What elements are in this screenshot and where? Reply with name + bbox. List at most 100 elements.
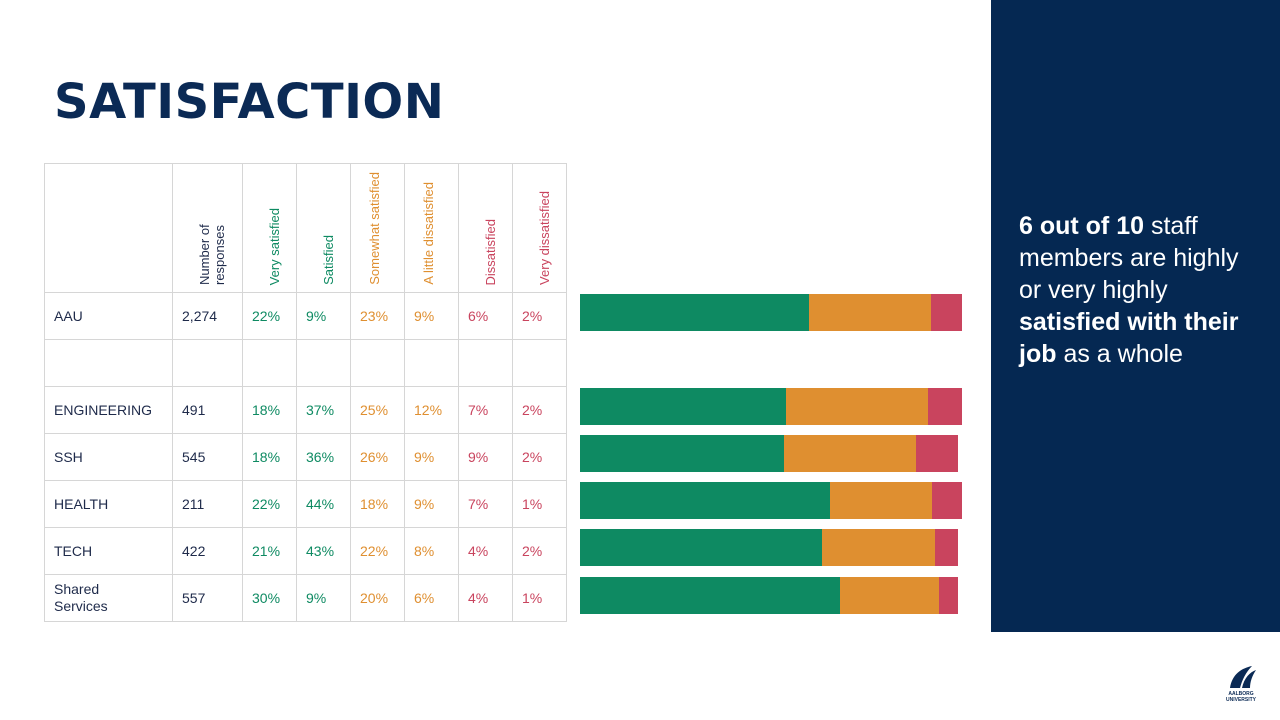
- neutral-segment: [829, 482, 932, 519]
- bar-ssh: [580, 435, 958, 472]
- satisfied-segment: [580, 435, 785, 472]
- responses-cell: 2,274: [172, 292, 244, 340]
- row-label: [43, 339, 174, 387]
- very-satisfied-cell: 21%: [242, 527, 298, 575]
- callout-part1: staff members are highly or very highly: [1019, 212, 1239, 304]
- callout-emphasis: satisfied with their job: [1019, 308, 1239, 368]
- table-row: [43, 339, 568, 387]
- dissatisfied-cell: 7%: [458, 480, 514, 528]
- somewhat-satisfied-cell: 22%: [350, 527, 406, 575]
- header-cell: Very satisfied: [242, 163, 298, 293]
- somewhat-satisfied-cell: 26%: [350, 433, 406, 481]
- a-little-dissatisfied-cell: 8%: [404, 527, 460, 575]
- satisfied-cell: 36%: [296, 433, 352, 481]
- neutral-segment: [786, 388, 928, 425]
- row-label: HEALTH: [43, 480, 174, 528]
- satisfied-segment: [580, 577, 840, 614]
- a-little-dissatisfied-cell: 9%: [404, 433, 460, 481]
- satisfied-segment: [580, 388, 787, 425]
- neutral-segment: [821, 529, 936, 566]
- satisfied-cell: 9%: [296, 292, 352, 340]
- satisfied-cell: 44%: [296, 480, 352, 528]
- very-satisfied-cell: 18%: [242, 386, 298, 434]
- very-dissatisfied-cell: 2%: [512, 292, 568, 340]
- dissatisfied-segment: [935, 529, 958, 566]
- satisfied-cell: 43%: [296, 527, 352, 575]
- header-cell: Very dissatisfied: [512, 163, 568, 293]
- callout-lead: 6 out of 10: [1019, 212, 1145, 240]
- responses-cell: 211: [172, 480, 244, 528]
- very-dissatisfied-cell: [512, 339, 568, 387]
- callout-text: 6 out of 10 staff members are highly or …: [1019, 210, 1259, 370]
- very-satisfied-cell: 22%: [242, 480, 298, 528]
- dissatisfied-cell: 4%: [458, 574, 514, 622]
- a-little-dissatisfied-cell: 9%: [404, 292, 460, 340]
- row-label: ENGINEERING: [43, 386, 174, 434]
- a-little-dissatisfied-cell: 12%: [404, 386, 460, 434]
- dissatisfied-segment: [931, 294, 962, 331]
- somewhat-satisfied-cell: 18%: [350, 480, 406, 528]
- callout-panel: 6 out of 10 staff members are highly or …: [991, 0, 1280, 632]
- slide-title: SATISFACTION: [54, 74, 445, 130]
- table-row: SSH 545 18% 36% 26% 9% 9% 2%: [43, 433, 568, 481]
- header-corner: [43, 163, 174, 293]
- row-label: TECH: [43, 527, 174, 575]
- responses-cell: [172, 339, 244, 387]
- table-row: TECH 422 21% 43% 22% 8% 4% 2%: [43, 527, 568, 575]
- satisfied-segment: [580, 294, 810, 331]
- bar-aau: [580, 294, 962, 331]
- dissatisfied-cell: 6%: [458, 292, 514, 340]
- bar-tech: [580, 529, 958, 566]
- somewhat-satisfied-cell: 20%: [350, 574, 406, 622]
- logo-text: AALBORG UNIVERSITY: [1226, 691, 1257, 703]
- aalborg-university-logo-icon: [1230, 666, 1256, 688]
- table-header-row: Number of responses Very satisfied Satis…: [43, 163, 568, 293]
- very-dissatisfied-cell: 1%: [512, 480, 568, 528]
- somewhat-satisfied-cell: 23%: [350, 292, 406, 340]
- satisfied-cell: 37%: [296, 386, 352, 434]
- header-very-satisfied: Very satisfied: [267, 207, 283, 285]
- neutral-segment: [784, 435, 917, 472]
- row-label: SSH: [43, 433, 174, 481]
- dissatisfied-segment: [938, 577, 958, 614]
- table-row: AAU 2,274 22% 9% 23% 9% 6% 2%: [43, 292, 568, 340]
- very-dissatisfied-cell: 2%: [512, 386, 568, 434]
- row-label: AAU: [43, 292, 174, 340]
- neutral-segment: [839, 577, 939, 614]
- dissatisfied-cell: [458, 339, 514, 387]
- satisfied-cell: 9%: [296, 574, 352, 622]
- row-label: Shared Services: [43, 574, 174, 622]
- very-satisfied-cell: 30%: [242, 574, 298, 622]
- header-somewhat-satisfied: Somewhat satisfied: [366, 172, 382, 285]
- very-satisfied-cell: 18%: [242, 433, 298, 481]
- responses-cell: 545: [172, 433, 244, 481]
- dissatisfied-segment: [916, 435, 958, 472]
- header-very-dissatisfied: Very dissatisfied: [537, 191, 553, 285]
- header-cell: Satisfied: [296, 163, 352, 293]
- header-number-of-responses: Number of responses: [196, 224, 227, 285]
- dissatisfied-cell: 9%: [458, 433, 514, 481]
- neutral-segment: [809, 294, 932, 331]
- bar-health: [580, 482, 962, 519]
- header-satisfied: Satisfied: [321, 235, 337, 285]
- table-row: ENGINEERING 491 18% 37% 25% 12% 7% 2%: [43, 386, 568, 434]
- dissatisfied-cell: 7%: [458, 386, 514, 434]
- very-dissatisfied-cell: 2%: [512, 527, 568, 575]
- very-satisfied-cell: 22%: [242, 292, 298, 340]
- bar-shared-services: [580, 577, 958, 614]
- stacked-bar-chart: [580, 0, 970, 720]
- dissatisfied-segment: [931, 482, 962, 519]
- somewhat-satisfied-cell: [350, 339, 406, 387]
- header-cell: Number of responses: [172, 163, 244, 293]
- satisfied-cell: [296, 339, 352, 387]
- a-little-dissatisfied-cell: 9%: [404, 480, 460, 528]
- satisfied-segment: [580, 482, 830, 519]
- dissatisfied-segment: [927, 388, 962, 425]
- table-row: Shared Services 557 30% 9% 20% 6% 4% 1%: [43, 574, 568, 622]
- responses-cell: 422: [172, 527, 244, 575]
- table-row: HEALTH 211 22% 44% 18% 9% 7% 1%: [43, 480, 568, 528]
- very-dissatisfied-cell: 1%: [512, 574, 568, 622]
- a-little-dissatisfied-cell: [404, 339, 460, 387]
- header-cell: Dissatisfied: [458, 163, 514, 293]
- very-dissatisfied-cell: 2%: [512, 433, 568, 481]
